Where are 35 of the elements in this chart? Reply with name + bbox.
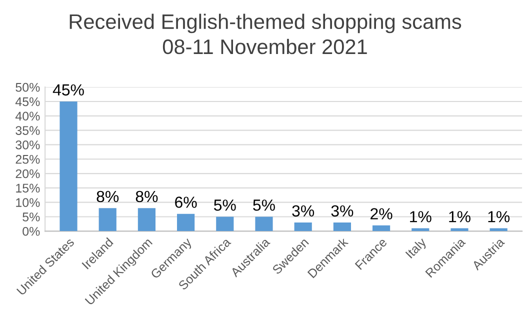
data-label: 8% xyxy=(136,190,158,202)
data-label: 8% xyxy=(96,190,119,202)
y-tick-label: 5% xyxy=(22,212,40,222)
y-tick-label: 30% xyxy=(16,140,40,150)
y-tick-label: 50% xyxy=(16,82,40,92)
y-tick-label: 45% xyxy=(15,97,40,106)
data-label: 3% xyxy=(292,205,314,217)
chart-title: Received English-themed shopping scams xyxy=(70,14,462,34)
data-label: 1% xyxy=(449,211,470,222)
y-tick-label: 15% xyxy=(16,184,40,193)
bar xyxy=(372,225,390,232)
y-tick-label: 10% xyxy=(16,198,40,207)
x-tick-label: Italy xyxy=(405,236,429,260)
y-tick-label: 35% xyxy=(16,126,40,135)
data-label: 45% xyxy=(52,84,84,96)
bar xyxy=(177,214,195,232)
data-label: 6% xyxy=(175,196,197,208)
data-label: 1% xyxy=(410,211,432,222)
bar xyxy=(138,208,156,232)
data-label: 5% xyxy=(214,200,236,211)
data-label: 3% xyxy=(331,205,354,217)
data-label: 2% xyxy=(370,208,392,220)
bar xyxy=(98,208,116,232)
bar xyxy=(333,222,351,232)
bar xyxy=(60,102,78,232)
bar xyxy=(255,216,273,232)
y-tick-label: 20% xyxy=(16,169,40,178)
bar xyxy=(294,222,312,232)
data-label: 5% xyxy=(253,200,275,211)
chart-subtitle: 08-11 November 2021 xyxy=(162,38,367,54)
y-tick-label: 40% xyxy=(15,112,40,121)
bar xyxy=(216,216,234,232)
y-tick-label: 25% xyxy=(16,154,40,164)
y-tick-label: 0% xyxy=(22,226,40,236)
data-label: 1% xyxy=(488,211,510,222)
